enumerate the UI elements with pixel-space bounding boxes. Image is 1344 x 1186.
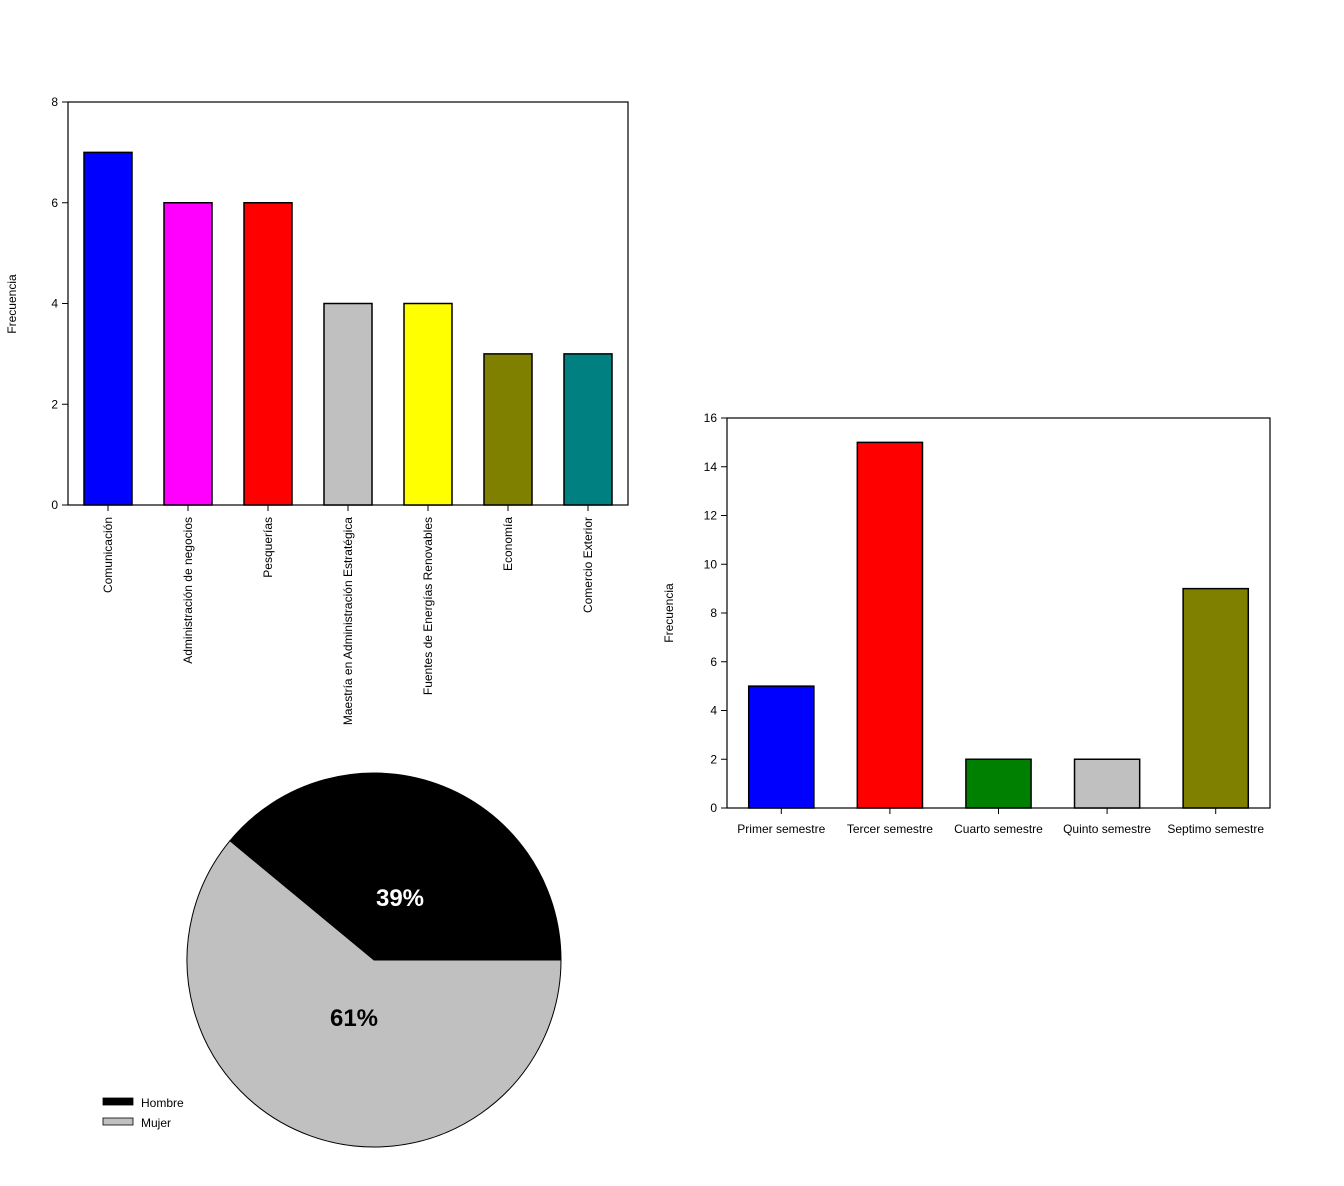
chart2-y-tick-label: 0 bbox=[710, 801, 717, 815]
chart2-y-axis-title: Frecuencia bbox=[662, 583, 676, 643]
chart1-y-tick-label: 2 bbox=[51, 397, 58, 411]
pie-slice-mujer bbox=[186, 840, 562, 1148]
chart2-bar bbox=[965, 758, 1032, 809]
chart1-category-label: Economía bbox=[501, 517, 515, 571]
chart1-y-tick-label: 4 bbox=[51, 297, 58, 311]
chart1-y-tick-label: 0 bbox=[51, 498, 58, 512]
chart1-category-label: Fuentes de Energías Renovables bbox=[421, 517, 435, 695]
legend-label-mujer: Mujer bbox=[141, 1116, 171, 1130]
legend-swatch-hombre bbox=[102, 1097, 134, 1106]
chart2-y-tick-label: 8 bbox=[710, 606, 717, 620]
chart1-bar bbox=[403, 302, 453, 506]
chart1-bar bbox=[83, 151, 133, 506]
chart2-y-tick-label: 12 bbox=[704, 509, 718, 523]
chart2-category-label: Septimo semestre bbox=[1167, 822, 1264, 836]
semester-bar-chart: Frecuencia 0 2 4 6 8 10 12 14 16 Primer semestre T… bbox=[662, 411, 1271, 836]
chart1-category-label: Administración de negocios bbox=[181, 517, 195, 664]
chart2-category-label: Quinto semestre bbox=[1063, 822, 1151, 836]
chart1-bar bbox=[243, 202, 293, 506]
chart1-category-label: Comercio Exterior bbox=[581, 517, 595, 613]
chart1-category-label: Pesquerías bbox=[261, 517, 275, 578]
pie-slice-hombre bbox=[229, 772, 562, 961]
chart2-y-tick-label: 2 bbox=[710, 752, 717, 766]
chart1-y-tick-label: 6 bbox=[51, 196, 58, 210]
chart1-category-label: Maestría en Administración Estratégica bbox=[341, 517, 355, 725]
chart2-bar bbox=[1182, 587, 1250, 809]
chart2-bar bbox=[1073, 758, 1141, 809]
chart2-y-tick-label: 6 bbox=[710, 655, 717, 669]
pie-slices bbox=[186, 772, 562, 1148]
chart1-bar bbox=[483, 353, 533, 506]
chart2-category-label: Primer semestre bbox=[737, 822, 825, 836]
chart2-category-label: Cuarto semestre bbox=[954, 822, 1043, 836]
chart2-category-label: Tercer semestre bbox=[847, 822, 933, 836]
chart2-bar bbox=[856, 441, 924, 809]
pie-label-hombre: 39% bbox=[376, 885, 424, 912]
pie-label-mujer: 61% bbox=[330, 1005, 378, 1032]
chart1-bar bbox=[323, 302, 373, 506]
legend-swatch-mujer bbox=[102, 1117, 134, 1126]
chart2-bar bbox=[747, 685, 815, 809]
chart2-y-tick-label: 16 bbox=[704, 411, 718, 425]
gender-pie-chart: 39% 61% Hombre Mujer bbox=[102, 772, 562, 1148]
chart2-y-tick-label: 10 bbox=[704, 557, 718, 571]
legend-label-hombre: Hombre bbox=[141, 1096, 184, 1110]
pie-legend: Hombre Mujer bbox=[102, 1096, 184, 1130]
career-bar-chart: Frecuencia 0 2 4 6 8 Comunicación Administraci… bbox=[5, 95, 629, 725]
chart2-y-tick-label: 14 bbox=[704, 460, 718, 474]
chart2-y-tick-label: 4 bbox=[710, 704, 717, 718]
chart1-bar bbox=[563, 353, 613, 506]
chart1-bar bbox=[163, 202, 213, 506]
chart1-category-label: Comunicación bbox=[101, 517, 115, 593]
chart1-y-axis-title: Frecuencia bbox=[5, 274, 19, 334]
chart1-y-tick-label: 8 bbox=[51, 95, 58, 109]
